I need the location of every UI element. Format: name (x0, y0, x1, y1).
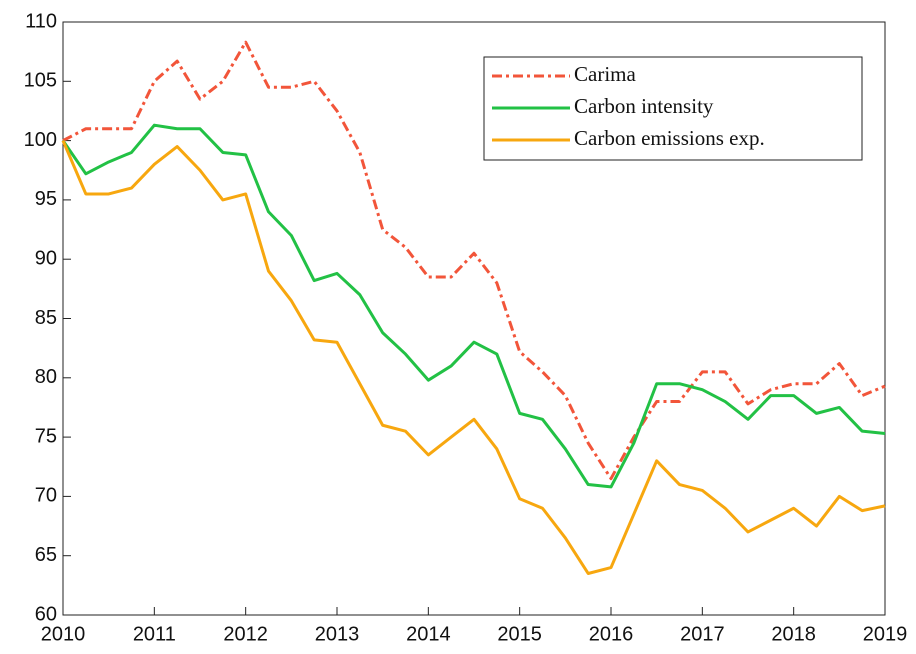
x-tick-label: 2012 (223, 623, 268, 645)
y-tick-label: 65 (35, 544, 57, 566)
legend-label: Carima (574, 62, 636, 86)
y-tick-label: 85 (35, 307, 57, 329)
x-tick-label: 2014 (406, 623, 451, 645)
x-tick-label: 2013 (315, 623, 360, 645)
x-tick-label: 2016 (589, 623, 634, 645)
legend-label: Carbon intensity (574, 94, 714, 118)
y-tick-label: 75 (35, 425, 57, 447)
x-tick-label: 2010 (41, 623, 86, 645)
series-line (61, 140, 886, 575)
x-tick-label: 2011 (133, 623, 176, 645)
series-line (62, 40, 886, 481)
y-tick-label: 80 (35, 366, 57, 388)
y-tick-label: 60 (35, 603, 57, 625)
x-tick-label: 2017 (680, 623, 725, 645)
x-tick-label: 2019 (863, 623, 908, 645)
y-tick-label: 90 (35, 247, 57, 269)
x-tick-label: 2018 (771, 623, 816, 645)
y-tick-label: 110 (25, 10, 57, 32)
y-tick-label: 95 (35, 188, 57, 210)
y-tick-label: 70 (35, 485, 57, 507)
legend-label: Carbon emissions exp. (574, 126, 765, 150)
series-line (61, 123, 886, 489)
y-tick-label: 105 (24, 70, 57, 92)
y-tick-label: 100 (24, 129, 57, 151)
x-tick-label: 2015 (497, 623, 542, 645)
